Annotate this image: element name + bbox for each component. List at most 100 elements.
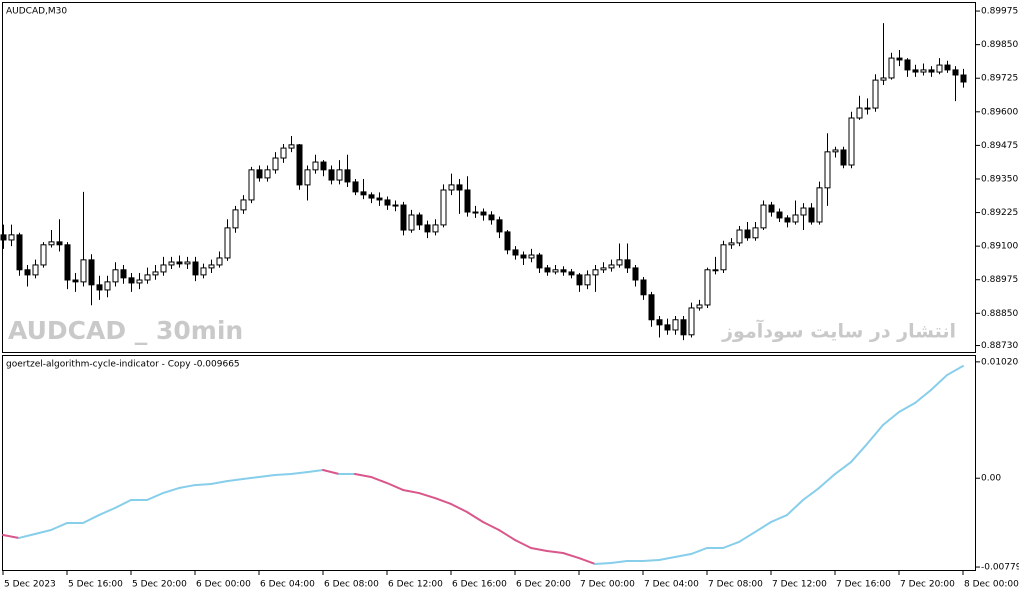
indicator-segment [146,492,164,502]
indicator-segment [306,469,324,474]
candle-body [480,211,487,216]
candle-body [440,189,447,226]
candle-body [648,294,655,321]
candle-body [592,269,599,276]
candle-body [720,244,727,271]
indicator-segment [434,497,452,505]
candle-body [448,184,455,191]
y-tick-label: 0.00 [981,474,1001,484]
indicator-segment [658,556,676,561]
candle-body [272,157,279,171]
watermark-right: انتشار در سایت سودآموز [721,319,956,343]
indicator-segment [610,559,628,565]
indicator-segment [242,475,260,481]
indicator-segment [754,521,772,534]
candle-body [816,187,823,223]
x-tick-label: 5 Dec 16:00 [68,580,123,590]
x-tick-label: 6 Dec 00:00 [196,580,251,590]
candle-body [632,267,639,281]
indicator-segment [98,506,116,517]
x-tick-label: 8 Dec 00:00 [964,580,1019,590]
candle-body [136,279,143,284]
candle-body [552,269,559,273]
indicator-segment [914,388,932,404]
candle-body [80,259,87,283]
candle-body [0,234,7,241]
candle-body [152,271,159,276]
candle-body [488,214,495,221]
indicator-title: goertzel-algorithm-cycle-indicator - Cop… [6,360,240,370]
candle-body [296,144,303,186]
indicator-segment [514,539,532,549]
candle-body [376,197,383,201]
candle-body [912,69,919,73]
indicator-segment [722,540,740,549]
x-tick-label: 7 Dec 00:00 [580,580,635,590]
candle-body [792,214,799,223]
candle-body [240,199,247,211]
candle-body [368,194,375,199]
candle-body [600,267,607,271]
candle-body [168,261,175,266]
candle-body [760,204,767,229]
candle-body [208,264,215,269]
candle-body [560,269,567,273]
indicator-segment [674,553,692,559]
indicator-segment [578,557,596,565]
candle-body [456,184,463,191]
indicator-segment [386,482,404,491]
x-tick-label: 7 Dec 16:00 [836,580,891,590]
candle-body [24,269,31,276]
candle-body [408,214,415,231]
indicator-segment [530,546,548,552]
candle-body [696,304,703,309]
candle-body [744,229,751,239]
candle-body [728,242,735,246]
candle-body [96,284,103,291]
indicator-segment [882,410,900,426]
candle-body [400,204,407,231]
candle-body [584,274,591,286]
x-tick-label: 7 Dec 20:00 [900,580,955,590]
indicator-segment [418,492,436,500]
indicator-segment [162,487,180,495]
indicator-segment [2,534,20,539]
y-tick-label: 0.89100 [981,242,1018,252]
indicator-segment [370,475,388,485]
candle-body [352,181,359,193]
candle-body [768,204,775,213]
y-tick-label: 0.88730 [981,341,1018,351]
candle-body [568,271,575,276]
indicator-segment [450,502,468,513]
candle-body [192,261,199,276]
indicator-segment [850,443,868,464]
candle-body [752,227,759,239]
candle-body [504,231,511,251]
candle-body [920,69,927,73]
candle-body [544,267,551,273]
indicator-segment [498,528,516,542]
candle-body [304,169,311,186]
candle-body [664,324,671,331]
y-tick-label: 0.89725 [981,74,1018,84]
candle-body [880,77,887,81]
candle-body [384,199,391,206]
candle-body [856,107,863,119]
candle-body [936,64,943,73]
indicator-segment [194,483,212,487]
y-tick-label: 0.010208 [981,357,1019,367]
candle-body [360,191,367,196]
candle-body [704,269,711,306]
indicator-segment [834,461,852,476]
indicator-segment [594,562,612,565]
indicator-segment [290,471,308,476]
candle-body [824,151,831,189]
x-tick-label: 6 Dec 16:00 [452,580,507,590]
candle-body [848,117,855,166]
x-tick-label: 5 Dec 20:00 [132,580,187,590]
candle-body [472,211,479,214]
candle-body [952,69,959,76]
candle-body [960,74,967,83]
candle-body [808,207,815,223]
